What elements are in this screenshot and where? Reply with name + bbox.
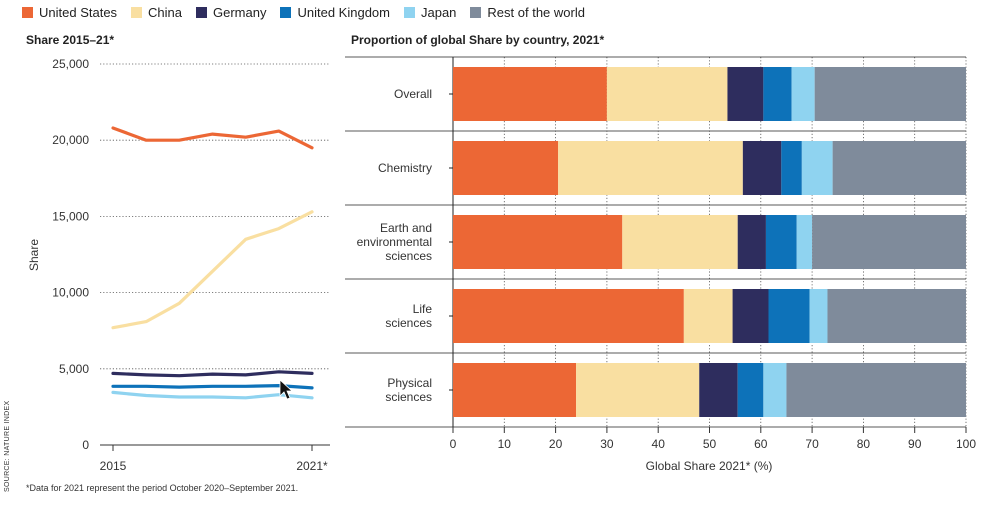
category-label: Earth and — [380, 221, 432, 235]
bar-segment — [742, 141, 782, 195]
y-tick-label: 25,000 — [52, 57, 89, 71]
bar-segment — [453, 67, 607, 121]
x-tick-label: 60 — [754, 437, 768, 451]
legend-swatch — [196, 7, 208, 18]
x-tick-label: 90 — [908, 437, 922, 451]
x-tick-label: 70 — [805, 437, 819, 451]
legend-swatch — [22, 7, 33, 18]
x-tick-label: 0 — [450, 437, 457, 451]
bar-segment — [699, 363, 738, 417]
legend-swatch — [131, 7, 143, 18]
y-tick-label: 0 — [82, 438, 89, 452]
bar-segment — [453, 363, 577, 417]
bar-segment — [814, 67, 966, 121]
legend-label: Japan — [420, 5, 457, 20]
bar-segment — [809, 289, 828, 343]
x-tick-label: 100 — [956, 437, 976, 451]
category-label: sciences — [385, 390, 432, 404]
bar-segment — [768, 289, 810, 343]
legend-label: Germany — [213, 5, 267, 20]
legend: United States China Germany United Kingdom J… — [22, 5, 599, 20]
legend-swatch — [403, 7, 415, 18]
x-tick-label: 40 — [652, 437, 666, 451]
bar-segment — [453, 141, 559, 195]
bar-segment — [576, 363, 700, 417]
y-tick-label: 10,000 — [52, 286, 89, 300]
legend-item: United Kingdom — [280, 5, 390, 20]
bar-segment — [791, 67, 815, 121]
bar-segment — [801, 141, 833, 195]
bar-segment — [781, 141, 802, 195]
bar-segment — [832, 141, 966, 195]
bar-segment — [732, 289, 769, 343]
x-tick-label: 2015 — [100, 459, 127, 473]
footnote: *Data for 2021 represent the period Octo… — [26, 483, 299, 493]
source-note: SOURCE: NATURE INDEX — [4, 400, 11, 492]
y-axis-label: Share — [27, 239, 41, 271]
category-label: sciences — [385, 249, 432, 263]
category-label: environmental — [357, 235, 432, 249]
legend-item: China — [131, 5, 182, 20]
legend-item: Germany — [196, 5, 266, 20]
category-label: Chemistry — [378, 161, 432, 175]
legend-item: United States — [22, 5, 117, 20]
category-label: Overall — [394, 87, 432, 101]
x-tick-label: 50 — [703, 437, 717, 451]
legend-swatch — [470, 7, 482, 18]
bar-segment — [606, 67, 728, 121]
mouse-cursor-icon — [279, 379, 294, 400]
series-line — [111, 370, 314, 378]
bar-segment — [558, 141, 743, 195]
bar-segment — [683, 289, 733, 343]
y-tick-label: 20,000 — [52, 133, 89, 147]
bar-segment — [453, 289, 684, 343]
legend-label: United Kingdom — [297, 5, 390, 20]
bar-segment — [763, 67, 792, 121]
legend-swatch — [280, 7, 292, 18]
bar-segment — [622, 215, 738, 269]
legend-item: Japan — [403, 5, 457, 20]
bar-segment — [737, 363, 764, 417]
bar-segment — [827, 289, 966, 343]
x-axis-label: Global Share 2021* (%) — [646, 459, 773, 473]
series-line — [111, 126, 314, 150]
series-line — [111, 384, 314, 390]
x-tick-label: 80 — [857, 437, 871, 451]
category-label: Physical — [387, 376, 432, 390]
line-chart-title: Share 2015–21* — [26, 33, 115, 47]
bar-segment — [796, 215, 813, 269]
bar-segment — [727, 67, 764, 121]
category-label: sciences — [385, 316, 432, 330]
legend-label: Rest of the world — [487, 5, 585, 20]
x-tick-label: 30 — [600, 437, 614, 451]
bar-segment — [786, 363, 966, 417]
legend-item: Rest of the world — [470, 5, 585, 20]
legend-label: United States — [39, 5, 118, 20]
y-tick-label: 15,000 — [52, 209, 89, 223]
bar-chart-title: Proportion of global Share by country, 2… — [351, 33, 605, 47]
legend-label: China — [148, 5, 183, 20]
x-tick-label: 10 — [498, 437, 512, 451]
y-tick-label: 5,000 — [59, 362, 89, 376]
bar-segment — [763, 363, 787, 417]
bar-segment — [765, 215, 797, 269]
category-label: Life — [413, 302, 433, 316]
series-line — [111, 390, 314, 400]
bar-segment — [453, 215, 623, 269]
x-tick-label: 20 — [549, 437, 563, 451]
x-tick-label: 2021* — [296, 459, 328, 473]
bar-segment — [812, 215, 966, 269]
bar-segment — [737, 215, 766, 269]
series-line — [111, 210, 314, 330]
